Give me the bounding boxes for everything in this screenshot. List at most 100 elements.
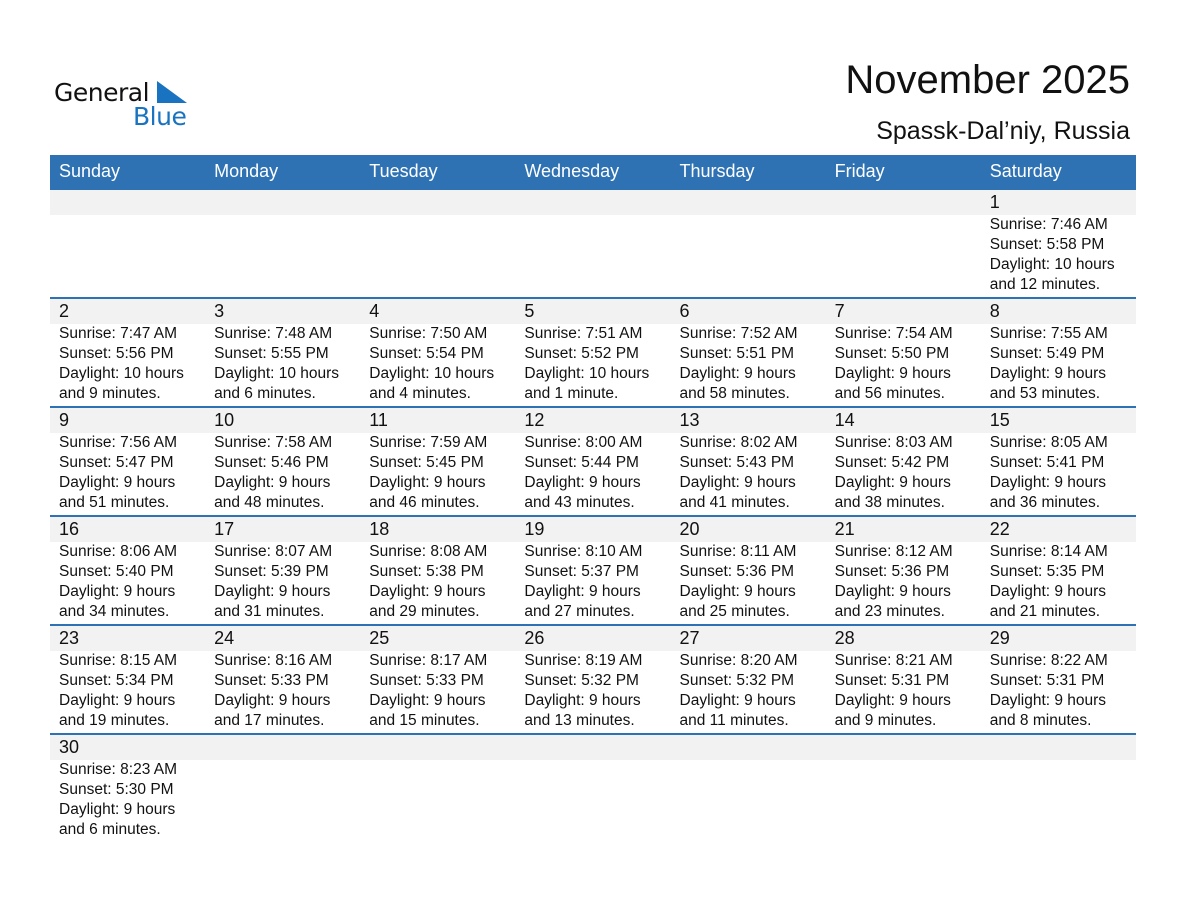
- sunset-text: Sunset: 5:36 PM: [679, 563, 795, 580]
- logo-text-general: General: [54, 78, 150, 107]
- day-number: 19: [524, 519, 545, 539]
- sunrise-text: Sunrise: 7:48 AM: [214, 325, 333, 342]
- logo: General Blue: [54, 78, 194, 131]
- day-cell: 29 Sunrise: 8:22 AM Sunset: 5:31 PM Dayligh…: [981, 626, 1136, 733]
- day-cell: 7 Sunrise: 7:54 AM Sunset: 5:50 PM Daylight…: [826, 299, 981, 406]
- empty-cell: [671, 735, 826, 844]
- sunset-text: Sunset: 5:40 PM: [59, 563, 174, 580]
- sunset-text: Sunset: 5:56 PM: [59, 345, 174, 362]
- daylight-text: Daylight: 9 hours: [214, 583, 331, 600]
- day-cell: 1 Sunrise: 7:46 AM Sunset: 5:58 PM Daylight…: [981, 190, 1136, 297]
- daylight-minutes-text: and 56 minutes.: [834, 385, 945, 402]
- daylight-minutes-text: and 12 minutes.: [989, 276, 1101, 293]
- week-row: 30 Sunrise: 8:23 AM Sunset: 5:30 PM Dayligh…: [50, 735, 1136, 844]
- page-title: November 2025: [845, 58, 1130, 102]
- daylight-text: Daylight: 9 hours: [834, 692, 951, 709]
- sunrise-text: Sunrise: 8:05 AM: [989, 434, 1108, 451]
- sunset-text: Sunset: 5:37 PM: [524, 563, 639, 580]
- weekday-tuesday: Tuesday: [369, 161, 438, 181]
- sunrise-text: Sunrise: 8:22 AM: [989, 652, 1108, 669]
- day-number: 27: [679, 628, 700, 648]
- sunset-text: Sunset: 5:51 PM: [679, 345, 795, 362]
- empty-cell: [360, 735, 515, 844]
- day-number: 25: [369, 628, 390, 648]
- day-number: 5: [524, 301, 535, 321]
- daylight-minutes-text: and 46 minutes.: [369, 494, 480, 511]
- daylight-text: Daylight: 9 hours: [834, 583, 951, 600]
- daylight-minutes-text: and 19 minutes.: [59, 712, 170, 729]
- day-number: 11: [369, 410, 388, 430]
- sunrise-text: Sunrise: 8:17 AM: [369, 652, 488, 669]
- day-number: 2: [59, 301, 70, 321]
- daylight-text: Daylight: 9 hours: [59, 583, 176, 600]
- weekday-monday: Monday: [214, 161, 279, 181]
- sunset-text: Sunset: 5:43 PM: [679, 454, 795, 471]
- sunset-text: Sunset: 5:49 PM: [989, 345, 1105, 362]
- sunset-text: Sunset: 5:55 PM: [214, 345, 329, 362]
- day-number: 10: [214, 410, 235, 430]
- day-cell: 12 Sunrise: 8:00 AM Sunset: 5:44 PM Dayligh…: [515, 408, 670, 515]
- weekday-sunday: Sunday: [59, 161, 121, 181]
- daylight-minutes-text: and 27 minutes.: [524, 603, 635, 620]
- day-number: 18: [369, 519, 390, 539]
- sunset-text: Sunset: 5:38 PM: [369, 563, 484, 580]
- empty-cell: [50, 190, 205, 297]
- day-cell: 27 Sunrise: 8:20 AM Sunset: 5:32 PM Dayligh…: [671, 626, 826, 733]
- sunrise-text: Sunrise: 7:46 AM: [989, 216, 1108, 233]
- day-cell: 25 Sunrise: 8:17 AM Sunset: 5:33 PM Dayligh…: [360, 626, 515, 733]
- sunset-text: Sunset: 5:42 PM: [834, 454, 950, 471]
- logo-triangle-icon: [157, 81, 187, 103]
- sunrise-text: Sunrise: 7:52 AM: [679, 325, 798, 342]
- daylight-minutes-text: and 4 minutes.: [369, 385, 471, 402]
- daylight-minutes-text: and 31 minutes.: [214, 603, 325, 620]
- day-number: 30: [59, 737, 80, 757]
- day-cell: 30 Sunrise: 8:23 AM Sunset: 5:30 PM Dayligh…: [50, 735, 205, 844]
- sunset-text: Sunset: 5:45 PM: [369, 454, 484, 471]
- daylight-minutes-text: and 43 minutes.: [524, 494, 635, 511]
- daylight-text: Daylight: 9 hours: [214, 692, 331, 709]
- day-number: 22: [989, 519, 1010, 539]
- sunrise-text: Sunrise: 8:00 AM: [524, 434, 643, 451]
- sunset-text: Sunset: 5:30 PM: [59, 781, 174, 798]
- empty-cell: [981, 735, 1136, 844]
- daylight-minutes-text: and 1 minute.: [524, 385, 619, 402]
- day-number: 26: [524, 628, 545, 648]
- day-cell: 9 Sunrise: 7:56 AM Sunset: 5:47 PM Daylight…: [50, 408, 205, 515]
- daylight-minutes-text: and 25 minutes.: [679, 603, 790, 620]
- daylight-text: Daylight: 9 hours: [679, 583, 796, 600]
- daylight-text: Daylight: 9 hours: [834, 365, 951, 382]
- day-number: 20: [679, 519, 700, 539]
- daylight-minutes-text: and 9 minutes.: [59, 385, 161, 402]
- sunset-text: Sunset: 5:52 PM: [524, 345, 639, 362]
- day-cell: 18 Sunrise: 8:08 AM Sunset: 5:38 PM Dayligh…: [360, 517, 515, 624]
- daylight-text: Daylight: 9 hours: [369, 474, 486, 491]
- sunrise-text: Sunrise: 7:54 AM: [834, 325, 953, 342]
- sunset-text: Sunset: 5:31 PM: [989, 672, 1105, 689]
- empty-cell: [671, 190, 826, 297]
- daylight-text: Daylight: 9 hours: [989, 474, 1107, 491]
- sunrise-text: Sunrise: 8:14 AM: [989, 543, 1108, 560]
- daylight-minutes-text: and 23 minutes.: [834, 603, 945, 620]
- daylight-text: Daylight: 9 hours: [214, 474, 331, 491]
- weekday-thursday: Thursday: [679, 161, 755, 181]
- empty-cell: [826, 190, 981, 297]
- sunset-text: Sunset: 5:31 PM: [834, 672, 950, 689]
- daylight-text: Daylight: 9 hours: [524, 474, 641, 491]
- sunset-text: Sunset: 5:35 PM: [989, 563, 1105, 580]
- day-cell: 22 Sunrise: 8:14 AM Sunset: 5:35 PM Dayligh…: [981, 517, 1136, 624]
- sunrise-text: Sunrise: 8:12 AM: [834, 543, 953, 560]
- daylight-minutes-text: and 34 minutes.: [59, 603, 170, 620]
- day-cell: 16 Sunrise: 8:06 AM Sunset: 5:40 PM Dayligh…: [50, 517, 205, 624]
- daylight-text: Daylight: 9 hours: [679, 474, 796, 491]
- sunrise-text: Sunrise: 8:21 AM: [834, 652, 953, 669]
- sunset-text: Sunset: 5:47 PM: [59, 454, 174, 471]
- day-number: 1: [989, 192, 1000, 212]
- week-row: 2 Sunrise: 7:47 AM Sunset: 5:56 PM Daylight…: [50, 299, 1136, 408]
- sunrise-text: Sunrise: 8:11 AM: [679, 543, 797, 560]
- sunrise-text: Sunrise: 8:15 AM: [59, 652, 178, 669]
- sunset-text: Sunset: 5:41 PM: [989, 454, 1105, 471]
- location-subtitle: Spassk-Dal’niy, Russia: [876, 117, 1130, 145]
- day-cell: 23 Sunrise: 8:15 AM Sunset: 5:34 PM Dayligh…: [50, 626, 205, 733]
- day-number: 23: [59, 628, 80, 648]
- daylight-minutes-text: and 17 minutes.: [214, 712, 325, 729]
